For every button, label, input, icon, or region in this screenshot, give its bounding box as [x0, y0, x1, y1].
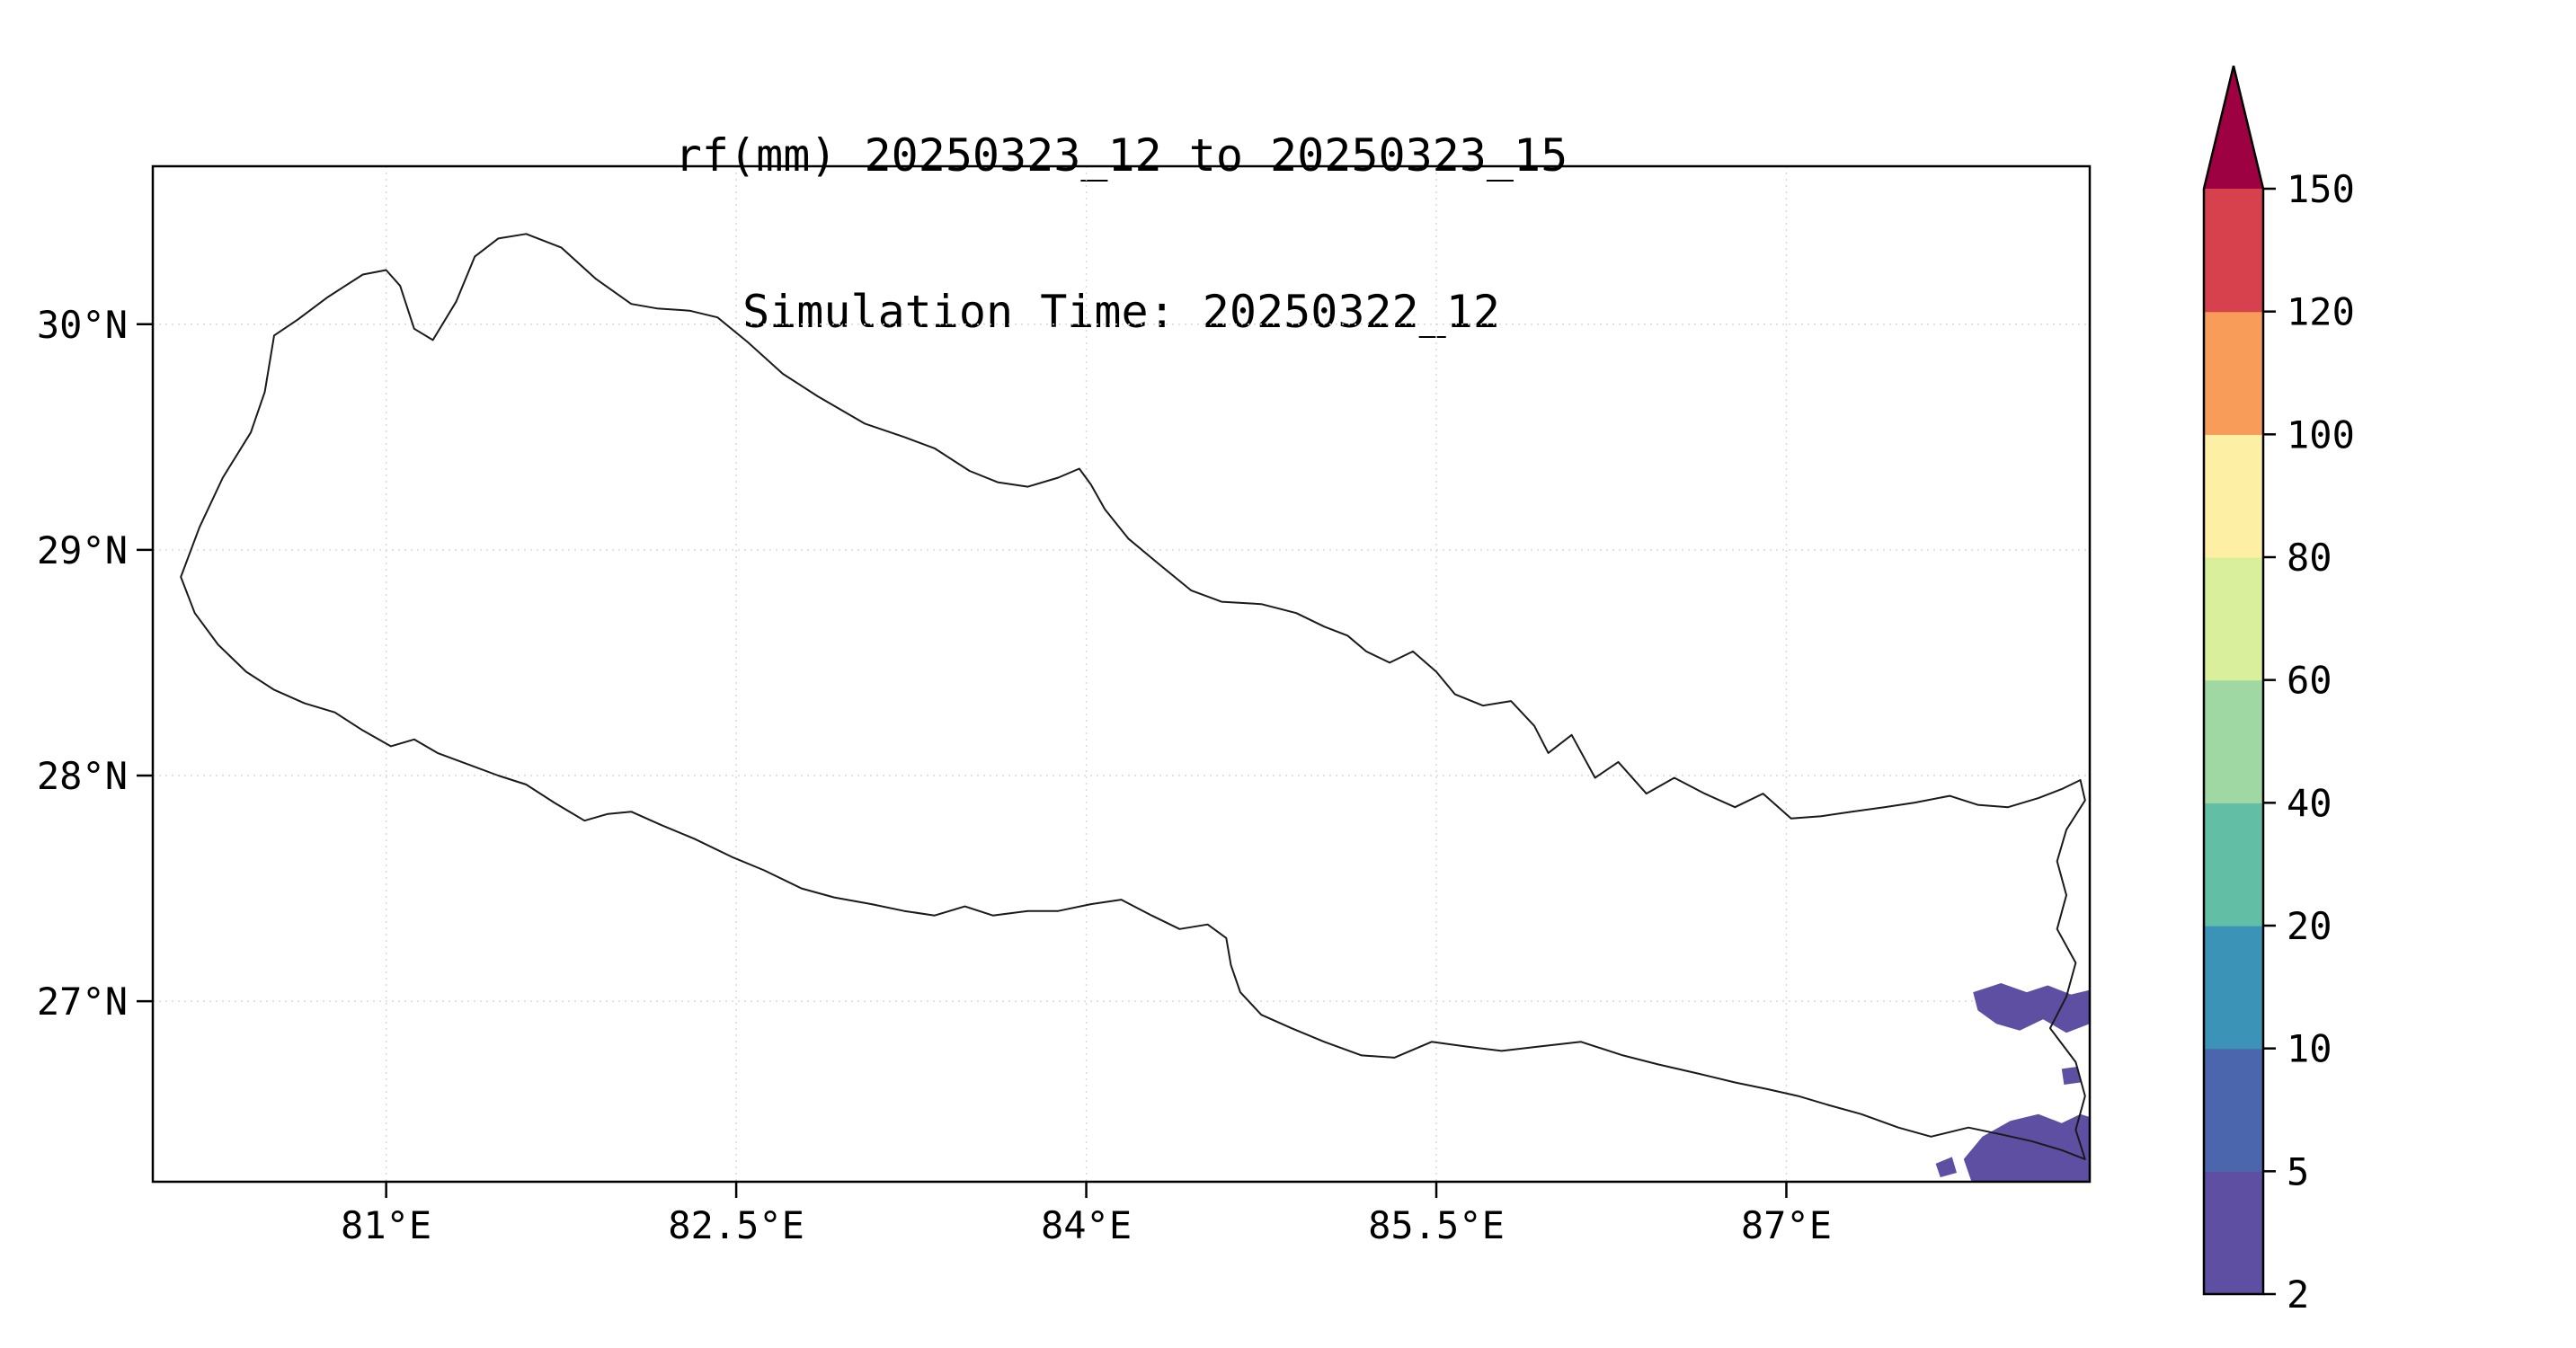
- x-tick-label: 82.5°E: [668, 1203, 804, 1247]
- colorbar-bin: [2204, 1171, 2263, 1295]
- y-tick-label: 29°N: [37, 528, 128, 572]
- rain-patch: [1935, 1157, 1957, 1177]
- colorbar-tick-label: 2: [2287, 1273, 2309, 1317]
- title-line-1: rf(mm) 20250323_12 to 20250323_15: [674, 129, 1568, 182]
- y-tick-label: 30°N: [37, 303, 128, 347]
- colorbar-bin: [2204, 434, 2263, 558]
- plot-border: [151, 164, 2092, 1184]
- colorbar-bin: [2204, 557, 2263, 681]
- x-tick-label: 85.5°E: [1368, 1203, 1505, 1247]
- colorbar-bin: [2204, 803, 2263, 927]
- colorbar-bin: [2204, 926, 2263, 1050]
- colorbar-bin: [2204, 311, 2263, 435]
- rain-patch: [2061, 1066, 2081, 1085]
- y-tick-label: 27°N: [37, 980, 128, 1024]
- colorbar-tick-label: 60: [2287, 659, 2332, 703]
- x-tick-label: 84°E: [1041, 1203, 1132, 1247]
- colorbar-tick-label: 40: [2287, 781, 2332, 825]
- colorbar-tick-label: 150: [2287, 167, 2355, 211]
- colorbar-extend-max: [2204, 66, 2263, 189]
- colorbar-bin: [2204, 1048, 2263, 1172]
- chart-title: rf(mm) 20250323_12 to 20250323_15 Simula…: [153, 25, 2090, 442]
- colorbar-bin: [2204, 189, 2263, 313]
- colorbar-bin: [2204, 679, 2263, 803]
- colorbar-tick-label: 100: [2287, 412, 2355, 457]
- colorbar-tick-label: 10: [2287, 1027, 2332, 1071]
- colorbar-tick-label: 120: [2287, 290, 2355, 334]
- x-tick-label: 81°E: [341, 1203, 431, 1247]
- nepal-border-outline: [180, 233, 2086, 1160]
- colorbar-tick-label: 80: [2287, 536, 2332, 580]
- map-content-group: [153, 166, 2090, 1182]
- rain-patch: [1963, 1113, 2090, 1182]
- x-tick-label: 87°E: [1741, 1203, 1832, 1247]
- colorbar-tick-label: 20: [2287, 904, 2332, 948]
- y-tick-label: 28°N: [37, 754, 128, 798]
- title-line-2: Simulation Time: 20250322_12: [742, 286, 1500, 338]
- colorbar-outline: [2202, 66, 2265, 1296]
- rain-patch: [1973, 983, 2090, 1033]
- colorbar-tick-label: 5: [2287, 1149, 2309, 1193]
